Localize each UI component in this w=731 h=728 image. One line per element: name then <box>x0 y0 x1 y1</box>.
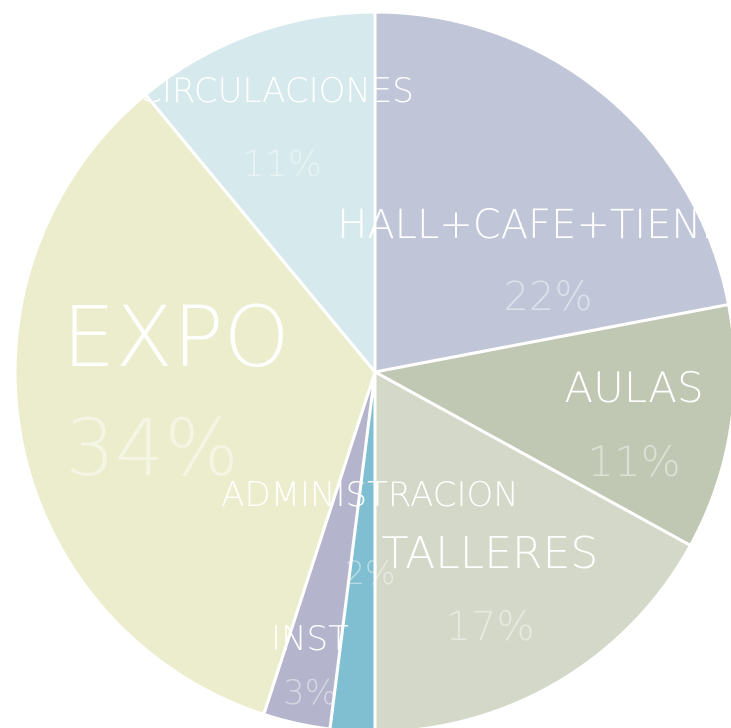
pie-slice-5 <box>13 92 377 717</box>
slice-label-administracion: ADMINISTRACION <box>221 475 518 515</box>
pie-labels: HALL+CAFE+TIENDA 22% AULAS 11% TALLERES … <box>62 71 731 713</box>
slice-label-talleres: TALLERES <box>382 528 599 579</box>
pie-slices <box>13 10 731 728</box>
slice-label-circulaciones: CIRCULACIONES <box>138 71 414 111</box>
slice-percent-aulas: 11% <box>587 437 680 486</box>
pie-slice-6 <box>143 10 377 377</box>
pie-slice-0 <box>373 10 731 374</box>
slice-percent-hall: 22% <box>504 274 593 320</box>
slice-percent-circulaciones: 11% <box>242 144 322 185</box>
slice-label-expo: EXPO <box>62 288 289 386</box>
slice-percent-administracion: 2% <box>345 554 396 592</box>
slice-percent-inst: 3% <box>283 673 337 713</box>
pie-slice-2 <box>373 369 693 728</box>
slice-label-inst: INST <box>271 619 349 659</box>
slice-label-aulas: AULAS <box>564 363 703 412</box>
slice-percent-talleres: 17% <box>446 604 535 650</box>
slice-percent-expo: 34% <box>65 404 238 494</box>
slice-label-hall: HALL+CAFE+TIENDA <box>337 202 731 248</box>
